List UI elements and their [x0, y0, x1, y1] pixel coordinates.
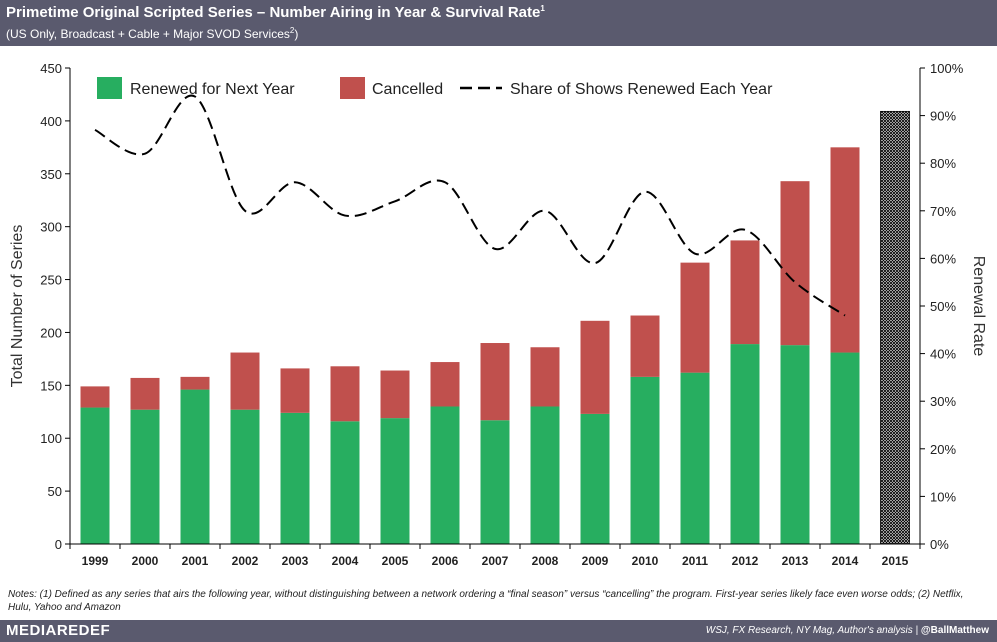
bar-renewed-2003 [280, 412, 310, 544]
bar-renewed-2000 [130, 409, 160, 544]
bar-renewed-2009 [580, 413, 610, 544]
x-tick-label-2005: 2005 [382, 554, 409, 568]
bar-renewed-2007 [480, 420, 510, 544]
bar-renewed-1999 [80, 407, 110, 544]
y2-tick-label-40%: 40% [930, 347, 956, 362]
bar-cancelled-2004 [330, 366, 360, 422]
y2-tick-label-20%: 20% [930, 442, 956, 457]
bar-cancelled-2012 [730, 240, 760, 345]
legend-label-cancelled: Cancelled [372, 81, 443, 98]
y-tick-label-400: 400 [40, 114, 62, 129]
footer-bar: MEDIAREDEF WSJ, FX Research, NY Mag, Aut… [0, 620, 997, 642]
twitter-handle: @BallMatthew [920, 625, 989, 636]
y-tick-label-150: 150 [40, 378, 62, 393]
chart-notes: Notes: (1) Defined as any series that ai… [8, 589, 964, 613]
bar-cancelled-2002 [230, 352, 260, 410]
legend-swatch-renewed [97, 77, 122, 99]
bar-cancelled-2009 [580, 320, 610, 414]
x-tick-label-2004: 2004 [332, 554, 359, 568]
bar-cancelled-2003 [280, 368, 310, 413]
chart-title: Primetime Original Scripted Series – Num… [6, 4, 545, 21]
y2-tick-label-100%: 100% [930, 61, 964, 76]
bar-cancelled-2007 [480, 343, 510, 421]
x-tick-label-2009: 2009 [582, 554, 609, 568]
y2-axis-title: Renewal Rate [970, 256, 987, 357]
bar-renewed-2005 [380, 418, 410, 544]
x-tick-label-2002: 2002 [232, 554, 259, 568]
bar-renewed-2010 [630, 376, 660, 544]
renewal-rate-line [94, 94, 846, 317]
legend-label-line: Share of Shows Renewed Each Year [510, 81, 773, 98]
bar-cancelled-2013 [780, 181, 810, 346]
bar-cancelled-2010 [630, 315, 660, 377]
x-tick-label-2003: 2003 [282, 554, 309, 568]
bar-renewed-2002 [230, 409, 260, 544]
y-tick-label-350: 350 [40, 167, 62, 182]
y2-tick-label-90%: 90% [930, 109, 956, 124]
bar-renewed-2004 [330, 421, 360, 544]
x-tick-label-2015: 2015 [882, 554, 909, 568]
y-tick-label-50: 50 [48, 484, 62, 499]
bar-cancelled-2005 [380, 370, 410, 419]
chart-header: Primetime Original Scripted Series – Num… [0, 0, 997, 46]
y-axis-title: Total Number of Series [9, 225, 26, 388]
bar-cancelled-2000 [130, 377, 160, 410]
bar-renewed-2006 [430, 406, 460, 544]
bar-cancelled-2008 [530, 347, 560, 407]
legend-label-renewed: Renewed for Next Year [130, 81, 295, 98]
y2-tick-label-10%: 10% [930, 489, 956, 504]
bar-renewed-2012 [730, 344, 760, 544]
x-tick-label-2013: 2013 [782, 554, 809, 568]
stacked-bar-chart: 0 50 100 150 200 250 300 350 400 450 0% 10% 20% 30% 40… [9, 61, 987, 568]
source-credit: WSJ, FX Research, NY Mag, Author's analy… [705, 625, 989, 636]
x-tick-label-2007: 2007 [482, 554, 509, 568]
chart-subtitle: (US Only, Broadcast + Cable + Major SVOD… [6, 26, 299, 41]
y2-tick-label-0%: 0% [930, 537, 949, 552]
x-tick-label-2008: 2008 [532, 554, 559, 568]
y-tick-label-450: 450 [40, 61, 62, 76]
y-tick-label-100: 100 [40, 431, 62, 446]
chart-legend: Renewed for Next Year Cancelled Share of S… [97, 77, 773, 99]
legend-swatch-cancelled [340, 77, 365, 99]
x-tick-label-1999: 1999 [82, 554, 109, 568]
x-tick-label-2011: 2011 [682, 554, 708, 568]
y2-tick-label-80%: 80% [930, 156, 956, 171]
bar-renewed-2013 [780, 345, 810, 544]
bar-cancelled-2014 [830, 147, 860, 353]
bar-cancelled-1999 [80, 386, 110, 408]
x-tick-label-2012: 2012 [732, 554, 759, 568]
bar-projection-2015 [880, 110, 910, 545]
bar-cancelled-2001 [180, 376, 210, 390]
y-tick-label-250: 250 [40, 273, 62, 288]
bar-renewed-2001 [180, 389, 210, 544]
x-tick-label-2001: 2001 [182, 554, 209, 568]
y2-tick-label-60%: 60% [930, 251, 956, 266]
y-tick-label-200: 200 [40, 325, 62, 340]
x-tick-label-2010: 2010 [632, 554, 659, 568]
bar-cancelled-2011 [680, 262, 710, 373]
bar-cancelled-2006 [430, 362, 460, 407]
x-tick-label-2014: 2014 [832, 554, 859, 568]
y2-tick-label-70%: 70% [930, 204, 956, 219]
bar-renewed-2014 [830, 352, 860, 544]
x-tick-label-2006: 2006 [432, 554, 459, 568]
bar-renewed-2011 [680, 372, 710, 544]
y2-tick-label-30%: 30% [930, 394, 956, 409]
y-tick-label-300: 300 [40, 220, 62, 235]
brand-logo: MEDIAREDEF [6, 622, 111, 639]
x-tick-label-2000: 2000 [132, 554, 159, 568]
y2-tick-label-50%: 50% [930, 299, 956, 314]
y-tick-label-0: 0 [55, 537, 62, 552]
bar-renewed-2008 [530, 406, 560, 544]
